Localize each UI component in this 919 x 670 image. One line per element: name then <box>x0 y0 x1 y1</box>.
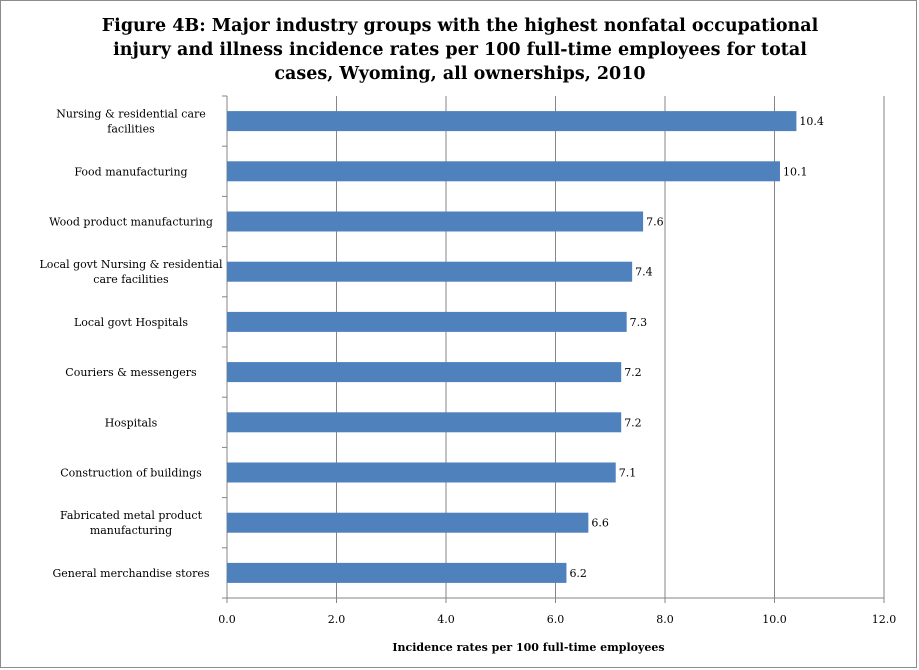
chart-title: Figure 4B: Major industry groups with th… <box>101 16 819 84</box>
bar <box>227 261 633 282</box>
category-label: Wood product manufacturing <box>49 216 213 229</box>
x-tick-label: 12.0 <box>872 613 897 626</box>
bar <box>227 562 567 583</box>
x-axis-title: Incidence rates per 100 full-time employ… <box>392 641 664 654</box>
x-tick-label: 4.0 <box>437 613 455 626</box>
category-label: Hospitals <box>105 416 158 429</box>
x-tick-label: 0.0 <box>218 613 236 626</box>
category-label: Fabricated metal product manufacturing <box>60 509 203 537</box>
data-label: 6.2 <box>569 567 587 580</box>
data-label: 7.6 <box>646 216 664 229</box>
x-tick-label: 10.0 <box>762 613 787 626</box>
data-label: 6.6 <box>591 517 609 530</box>
x-tick-label: 2.0 <box>328 613 346 626</box>
data-label: 10.1 <box>783 165 808 178</box>
category-label: Food manufacturing <box>74 165 187 178</box>
x-tick-label: 8.0 <box>656 613 674 626</box>
bar <box>227 512 589 533</box>
category-label: Local govt Nursing & residential care fac… <box>39 258 223 286</box>
bar <box>227 412 622 433</box>
bar <box>227 211 644 232</box>
category-label: Nursing & residential care facilities <box>56 108 206 136</box>
bar <box>227 111 797 132</box>
x-tick-label: 6.0 <box>547 613 565 626</box>
bar <box>227 462 616 483</box>
category-label: Local govt Hospitals <box>74 316 188 329</box>
data-label: 7.2 <box>624 366 642 379</box>
data-label: 10.4 <box>799 115 824 128</box>
category-label: Couriers & messengers <box>65 366 197 379</box>
category-label: Construction of buildings <box>60 467 202 480</box>
category-label: General merchandise stores <box>52 567 209 580</box>
data-label: 7.2 <box>624 416 642 429</box>
data-label: 7.1 <box>619 467 637 480</box>
data-label: 7.3 <box>630 316 648 329</box>
bar <box>227 362 622 383</box>
bar <box>227 311 627 332</box>
data-label: 7.4 <box>635 266 653 279</box>
bar <box>227 161 780 182</box>
